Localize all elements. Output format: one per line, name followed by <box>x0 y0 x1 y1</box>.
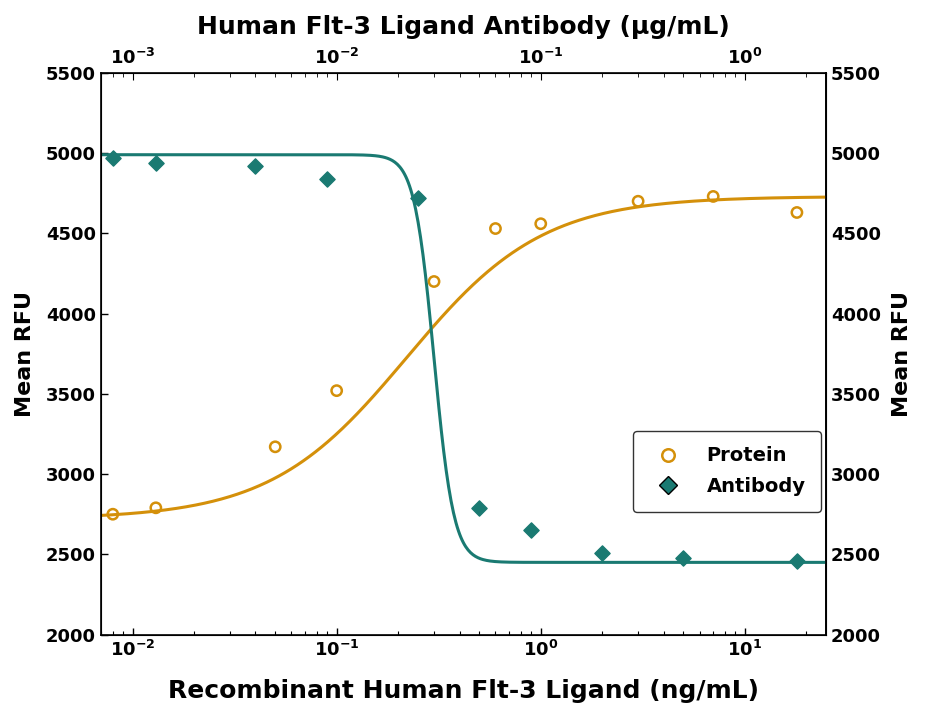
Y-axis label: Mean RFU: Mean RFU <box>892 291 912 416</box>
Point <box>329 385 344 396</box>
Legend: Protein, Antibody: Protein, Antibody <box>633 431 821 512</box>
X-axis label: Human Flt-3 Ligand Antibody (μg/mL): Human Flt-3 Ligand Antibody (μg/mL) <box>197 15 730 39</box>
Point <box>248 160 263 172</box>
Point <box>106 152 121 164</box>
Point <box>533 218 548 230</box>
Point <box>106 508 121 520</box>
Point <box>148 502 163 513</box>
Point <box>790 555 805 567</box>
Point <box>524 525 539 536</box>
Point <box>148 157 163 169</box>
Point <box>676 552 691 564</box>
Point <box>630 195 645 207</box>
Point <box>790 207 805 218</box>
Point <box>268 441 283 452</box>
Point <box>411 192 425 204</box>
Point <box>320 173 335 185</box>
Point <box>488 223 502 234</box>
Point <box>595 547 610 559</box>
Point <box>426 276 441 287</box>
X-axis label: Recombinant Human Flt-3 Ligand (ng/mL): Recombinant Human Flt-3 Ligand (ng/mL) <box>168 679 759 703</box>
Point <box>472 502 487 513</box>
Y-axis label: Mean RFU: Mean RFU <box>15 291 35 416</box>
Point <box>705 191 720 202</box>
